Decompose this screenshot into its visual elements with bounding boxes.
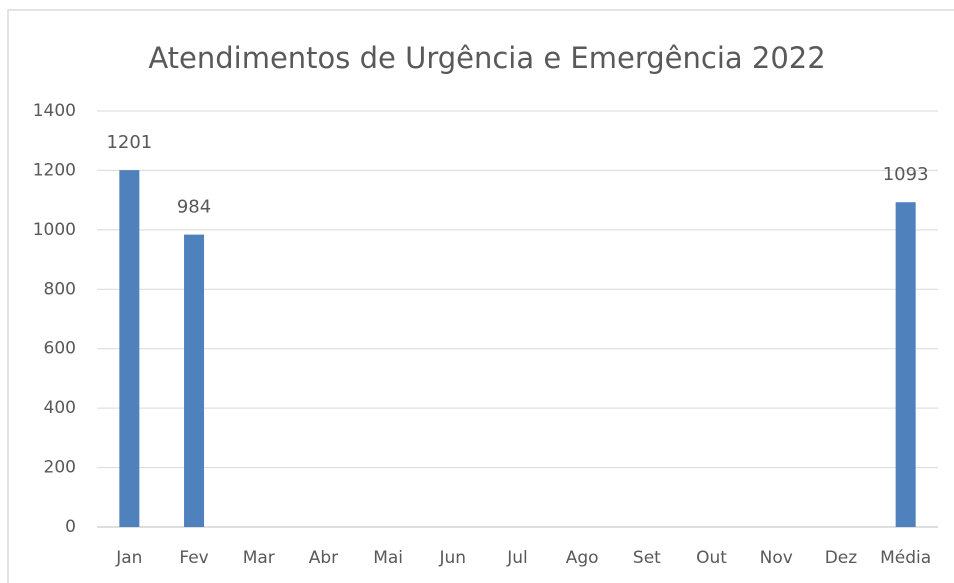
x-tick-label: Jul [506,548,528,568]
bar [184,234,205,527]
y-tick-label: 0 [65,517,76,537]
x-tick-label: Dez [825,548,858,568]
x-tick-label: Fev [179,548,208,568]
x-tick-label: Out [696,548,727,568]
y-tick-label: 1200 [33,160,76,180]
chart-frame [7,9,954,583]
x-tick-label: Abr [309,548,338,568]
data-label: 984 [177,197,211,218]
x-tick-label: Jan [115,548,142,568]
x-tick-label: Jun [439,548,467,568]
chart-title: Atendimentos de Urgência e Emergência 20… [148,41,825,75]
x-tick-label: Mai [373,548,403,568]
y-tick-label: 1400 [33,101,76,121]
data-label: 1093 [883,164,929,185]
y-tick-label: 1000 [33,220,76,240]
data-label: 1201 [106,132,152,153]
x-tick-label: Set [633,548,661,568]
bar [119,170,140,528]
bar [895,202,916,528]
y-tick-label: 200 [44,458,76,478]
x-tick-label: Nov [760,548,793,568]
x-tick-label: Ago [566,548,599,568]
y-tick-label: 600 [44,339,76,359]
x-tick-label: Média [880,548,931,568]
y-tick-label: 800 [44,279,76,299]
y-tick-label: 400 [44,398,76,418]
x-tick-label: Mar [243,548,275,568]
